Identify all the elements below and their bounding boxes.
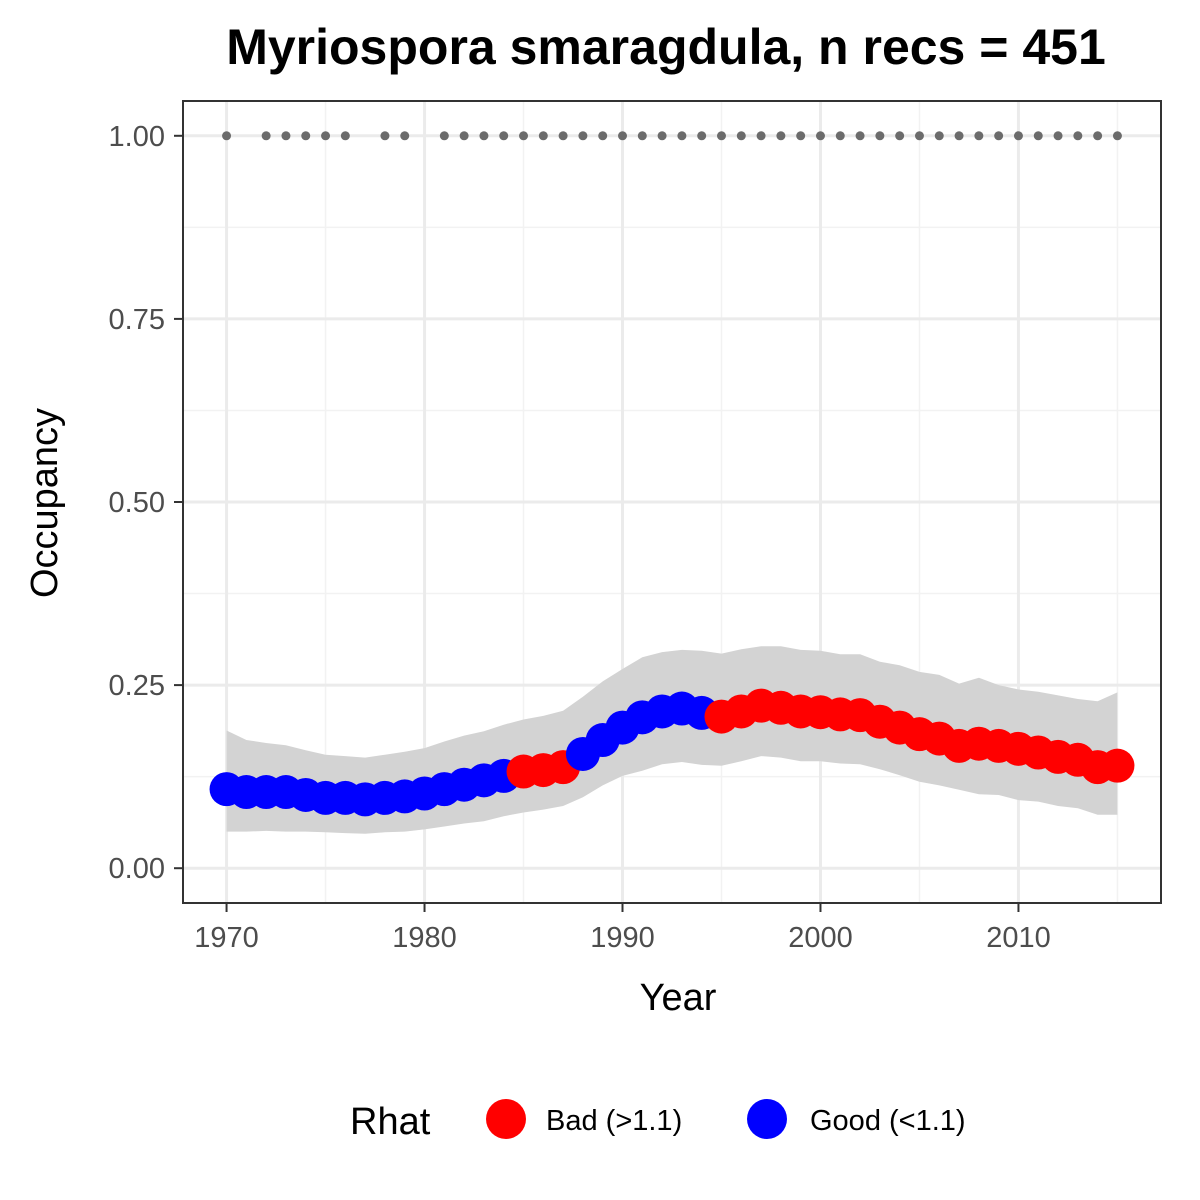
record-dot bbox=[895, 131, 905, 141]
legend-key-good bbox=[747, 1099, 787, 1139]
x-tick-label: 2000 bbox=[788, 922, 853, 954]
record-dot bbox=[380, 131, 390, 141]
y-tick-label: 0.25 bbox=[109, 670, 165, 702]
record-dot bbox=[1053, 131, 1063, 141]
record-dot bbox=[538, 131, 548, 141]
record-dot bbox=[914, 131, 924, 141]
record-dot bbox=[815, 131, 825, 141]
record-years bbox=[222, 131, 1122, 141]
record-dot bbox=[1033, 131, 1043, 141]
record-dot bbox=[1093, 131, 1103, 141]
record-dot bbox=[756, 131, 766, 141]
record-dot bbox=[321, 131, 331, 141]
record-dot bbox=[974, 131, 984, 141]
record-dot bbox=[499, 131, 509, 141]
record-dot bbox=[281, 131, 291, 141]
record-dot bbox=[222, 131, 232, 141]
record-dot bbox=[716, 131, 726, 141]
record-dot bbox=[855, 131, 865, 141]
x-axis-title: Year bbox=[640, 977, 717, 1019]
x-tick-label: 1990 bbox=[590, 922, 655, 954]
record-dot bbox=[677, 131, 687, 141]
record-dot bbox=[697, 131, 707, 141]
record-dot bbox=[954, 131, 964, 141]
record-dot bbox=[796, 131, 806, 141]
x-tick-label: 1970 bbox=[194, 922, 259, 954]
record-dot bbox=[261, 131, 271, 141]
chart-title: Myriospora smaragdula, n recs = 451 bbox=[226, 19, 1106, 75]
record-dot bbox=[340, 131, 350, 141]
record-dot bbox=[439, 131, 449, 141]
record-dot bbox=[400, 131, 410, 141]
x-tick-label: 2010 bbox=[986, 922, 1051, 954]
y-tick-label: 1.00 bbox=[109, 121, 165, 153]
occupancy-point bbox=[1100, 748, 1135, 783]
legend-label-bad: Bad (>1.1) bbox=[546, 1105, 682, 1137]
y-axis-title: Occupancy bbox=[24, 408, 66, 598]
record-dot bbox=[934, 131, 944, 141]
record-dot bbox=[736, 131, 746, 141]
record-dot bbox=[776, 131, 786, 141]
legend-key-bad bbox=[486, 1099, 526, 1139]
record-dot bbox=[1112, 131, 1122, 141]
record-dot bbox=[637, 131, 647, 141]
record-dot bbox=[459, 131, 469, 141]
occupancy-points bbox=[209, 688, 1135, 817]
record-dot bbox=[994, 131, 1004, 141]
record-dot bbox=[1013, 131, 1023, 141]
record-dot bbox=[598, 131, 608, 141]
record-dot bbox=[657, 131, 667, 141]
axes: 1970 1980 1990 2000 2010 0.00 0.25 0.50 0.75 1.00 bbox=[109, 121, 1051, 954]
x-tick-label: 1980 bbox=[392, 922, 457, 954]
record-dot bbox=[301, 131, 311, 141]
legend-label-good: Good (<1.1) bbox=[810, 1105, 966, 1137]
record-dot bbox=[558, 131, 568, 141]
record-dot bbox=[1073, 131, 1083, 141]
record-dot bbox=[875, 131, 885, 141]
record-dot bbox=[835, 131, 845, 141]
legend: Rhat Bad (>1.1) Good (<1.1) bbox=[350, 1099, 966, 1143]
y-tick-label: 0.00 bbox=[109, 853, 165, 885]
y-tick-label: 0.50 bbox=[109, 487, 165, 519]
record-dot bbox=[519, 131, 529, 141]
record-dot bbox=[618, 131, 628, 141]
y-tick-label: 0.75 bbox=[109, 304, 165, 336]
legend-title: Rhat bbox=[350, 1101, 431, 1143]
record-dot bbox=[578, 131, 588, 141]
record-dot bbox=[479, 131, 489, 141]
